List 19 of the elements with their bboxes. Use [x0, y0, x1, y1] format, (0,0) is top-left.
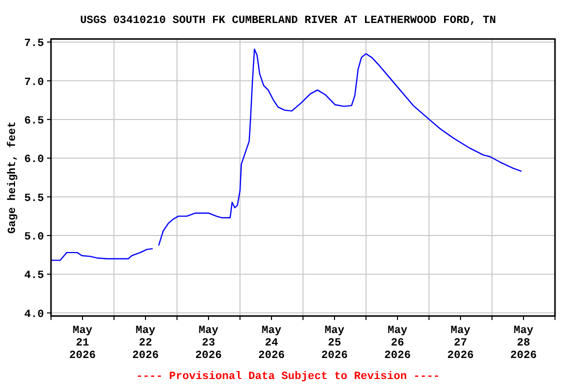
y-tick-label: 5.0 [24, 232, 44, 244]
y-tick-label: 7.5 [24, 38, 44, 50]
x-tick-label: May 22 2026 [132, 325, 159, 362]
x-tick-label: May 24 2026 [258, 325, 285, 362]
chart-title: USGS 03410210 SOUTH FK CUMBERLAND RIVER AT LEATHERWOOD FORD, TN [80, 15, 496, 27]
y-tick-label: 4.5 [24, 270, 44, 282]
x-tick-label: May 21 2026 [69, 325, 96, 362]
x-tick-label: May 28 2026 [510, 325, 537, 362]
y-tick-label: 6.5 [24, 115, 44, 128]
x-tick-label: May 25 2026 [321, 325, 348, 362]
y-tick-label: 6.0 [24, 154, 44, 166]
y-tick-label: 4.0 [24, 308, 44, 321]
y-tick-label: 7.0 [24, 76, 44, 89]
y-axis-title: Gage height, feet [6, 121, 19, 234]
x-tick-label: May 27 2026 [447, 325, 474, 362]
text: ---- Provisional Data Subject to Revision ---- [136, 371, 440, 383]
x-tick-label: May 23 2026 [195, 325, 222, 362]
x-tick-label: May 26 2026 [384, 325, 411, 362]
y-tick-label: 5.5 [24, 192, 44, 205]
